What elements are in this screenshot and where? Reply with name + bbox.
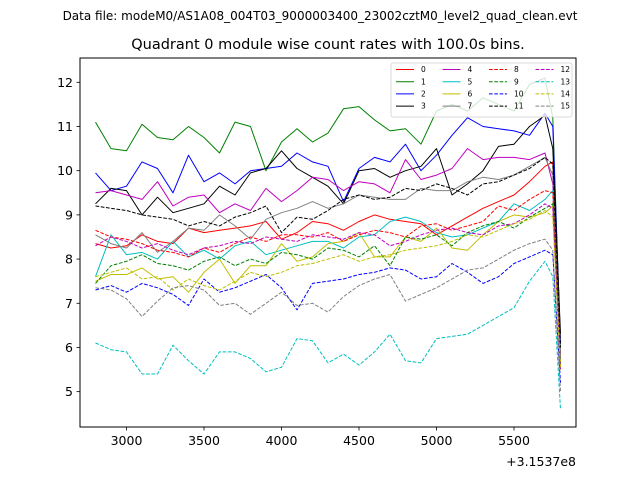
- y-tick-label: 6: [65, 340, 73, 355]
- y-tick-label: 12: [57, 75, 73, 90]
- legend-label-1: 1: [421, 77, 426, 86]
- series-line-7: [95, 156, 561, 352]
- series-line-3: [95, 114, 561, 335]
- legend-label-13: 13: [561, 77, 571, 86]
- series-line-8: [95, 190, 561, 370]
- series-line-2: [95, 112, 561, 344]
- x-tick-label: 4000: [266, 433, 298, 448]
- x-axis-offset-label: +3.1537e8: [506, 454, 576, 469]
- x-tick-label: 5500: [498, 433, 530, 448]
- legend-box: [390, 62, 573, 118]
- legend-label-9: 9: [514, 77, 519, 86]
- series-line-5: [95, 190, 561, 361]
- y-tick-label: 7: [65, 296, 73, 311]
- legend-label-14: 14: [561, 90, 571, 99]
- series-line-12: [95, 203, 561, 370]
- series-line-11: [95, 156, 561, 348]
- plot-frame: [79, 57, 577, 428]
- series-line-9: [95, 203, 561, 366]
- x-tick-label: 4500: [343, 433, 375, 448]
- x-tick-label: 3500: [188, 433, 220, 448]
- legend-label-15: 15: [561, 102, 571, 111]
- y-tick-label: 8: [65, 252, 73, 267]
- legend-label-7: 7: [468, 102, 473, 111]
- y-axis: 5 6 7 8 9 10 11 12: [57, 75, 80, 399]
- series-layer: [95, 77, 561, 410]
- legend-label-6: 6: [468, 90, 473, 99]
- legend-label-11: 11: [514, 102, 524, 111]
- series-line-4: [95, 148, 561, 357]
- series-line-10: [95, 249, 561, 383]
- x-tick-label: 5000: [421, 433, 453, 448]
- y-tick-label: 11: [57, 119, 73, 134]
- series-line-6: [95, 205, 561, 366]
- x-axis: 3000 3500 4000 4500 5000 5500: [111, 427, 530, 448]
- legend-label-5: 5: [468, 77, 473, 86]
- y-tick-label: 9: [65, 207, 73, 222]
- series-line-0: [95, 161, 561, 366]
- chart-suptitle: Data file: modeM0/AS1A08_004T03_90000034…: [63, 9, 578, 23]
- series-line-15: [95, 238, 561, 392]
- legend-label-4: 4: [468, 65, 473, 74]
- legend-label-12: 12: [561, 65, 571, 74]
- legend-label-3: 3: [421, 102, 426, 111]
- series-line-13: [95, 260, 561, 410]
- legend-label-8: 8: [514, 65, 519, 74]
- series-line-14: [95, 210, 561, 370]
- y-tick-label: 5: [65, 384, 73, 399]
- x-tick-label: 3000: [111, 433, 143, 448]
- chart-title: Quadrant 0 module wise count rates with …: [131, 37, 525, 53]
- y-tick-label: 10: [57, 163, 73, 178]
- legend-label-10: 10: [514, 90, 524, 99]
- legend-label-0: 0: [421, 65, 426, 74]
- legend-label-2: 2: [421, 90, 426, 99]
